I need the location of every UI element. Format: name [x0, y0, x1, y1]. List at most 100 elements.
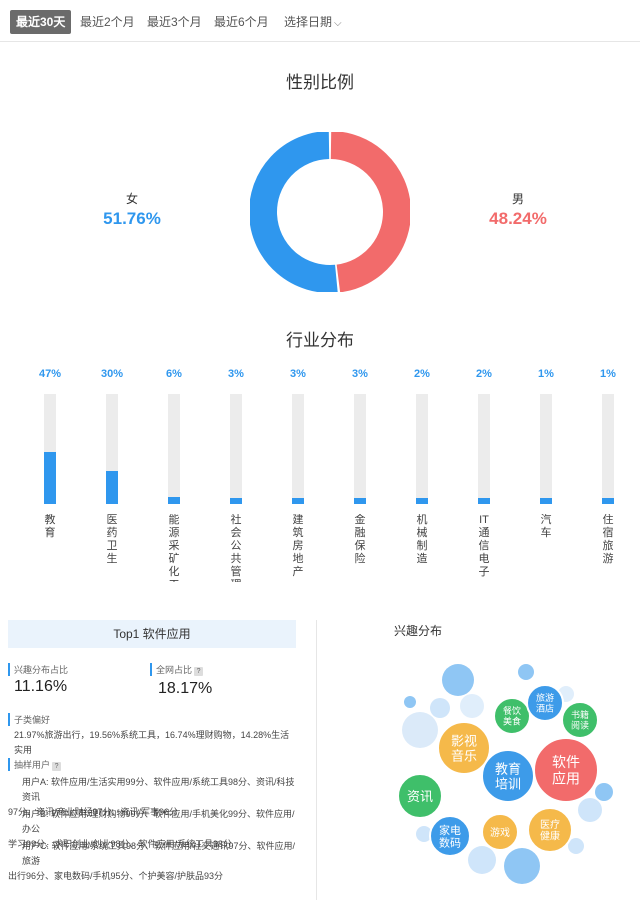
user-line: 用户B: 软件应用/理财购物99分、软件应用/手机美化99分、软件应用/办公: [22, 809, 295, 834]
industry-title: 行业分布: [286, 331, 354, 350]
interest-bubble-label: 音乐: [451, 748, 477, 764]
industry-bar-track: [106, 394, 118, 504]
decorative-bubble: [402, 712, 438, 748]
female-stat: 女 51.76%: [92, 190, 172, 229]
decorative-bubble: [568, 838, 584, 854]
industry-label: IT通信电子: [478, 514, 490, 578]
top-app-panel: Top1 软件应用 兴趣分布占比 11.16% 全网占比? 18.17% 子类偏…: [8, 620, 298, 900]
sub-pref-text: 21.97%旅游出行，19.56%系统工具，16.74%理财购物，14.28%生…: [14, 730, 290, 755]
decorative-bubble: [430, 698, 450, 718]
interest-bubble-label: 旅游: [536, 692, 554, 704]
user-line: 出行96分、家电数码/手机95分、个护美容/护肤品93分: [8, 871, 224, 881]
industry-pct: 3%: [352, 368, 368, 380]
industry-bar: [44, 452, 56, 504]
gender-title: 性别比例: [286, 73, 354, 92]
industry-label: 医药卫生: [106, 514, 118, 565]
interest-bubble-circle: [481, 749, 535, 803]
male-value: 48.24%: [489, 209, 547, 228]
interest-bubble-label: 美食: [503, 716, 521, 728]
help-icon[interactable]: ?: [194, 667, 204, 676]
interest-bubble-label: 软件: [552, 755, 580, 771]
industry-label: 金融保险: [354, 514, 366, 565]
male-stat: 男 48.24%: [478, 190, 558, 229]
female-value: 51.76%: [103, 209, 161, 228]
interest-bubble-label: 教育: [495, 761, 521, 777]
interest-bubble-circle: [397, 773, 443, 819]
industry-label: 汽车: [540, 514, 552, 539]
industry-pct: 1%: [600, 368, 616, 380]
industry-bar-track: [292, 394, 304, 504]
chevron-down-icon: ⌵: [334, 18, 342, 29]
interest-bubble-label: 家电: [439, 823, 461, 837]
interest-bubble: 家电数码: [429, 815, 471, 857]
interest-bubble-label: 影视: [451, 734, 477, 749]
tab-last-30-days[interactable]: 最近30天: [10, 10, 72, 34]
user-line: 用户C: 软件应用/系统工具98分、软件应用/社交通讯97分、软件应用/旅游: [22, 841, 296, 866]
interest-bubble-label: 健康: [540, 830, 560, 843]
tab-last-2-months[interactable]: 最近2个月: [80, 15, 135, 29]
top-app-header: Top1 软件应用: [8, 620, 296, 648]
industry-bar: [478, 498, 490, 504]
industry-bar-track: [230, 394, 242, 504]
interest-bubble-circle: [481, 813, 519, 851]
interest-bubble-label: 培训: [495, 776, 521, 792]
female-slice: [250, 132, 338, 292]
decorative-bubble: [460, 694, 484, 718]
date-range-tabs: 最近30天 最近2个月 最近3个月 最近6个月 选择日期 ⌵: [0, 0, 640, 42]
industry-label: 能源采矿化工: [168, 514, 180, 582]
industry-pct: 47%: [38, 368, 62, 380]
tab-select-date[interactable]: 选择日期 ⌵: [284, 10, 342, 34]
interest-bubble-label: 医疗: [540, 818, 560, 831]
network-share-value: 18.17%: [158, 680, 213, 697]
sample-user-a: 用户A: 软件应用/生活实用99分、软件应用/系统工具98分、资讯/科技资讯 9…: [8, 775, 298, 820]
male-slice: [330, 132, 410, 292]
interest-bubble-circle: [493, 697, 531, 735]
interest-bubble: 游戏: [481, 813, 519, 851]
sample-user-c: 用户C: 软件应用/系统工具98分、软件应用/社交通讯97分、软件应用/旅游 出…: [8, 839, 298, 884]
industry-label: 社会公共管理: [230, 514, 242, 582]
interest-bubble-label: 酒店: [536, 703, 554, 715]
industry-bar: [292, 498, 304, 504]
interest-title: 兴趣分布: [393, 624, 442, 638]
tab-last-6-months[interactable]: 最近6个月: [214, 15, 269, 29]
industry-pct: 3%: [228, 368, 244, 380]
industry-label: 机械制造: [416, 514, 428, 565]
interest-bubble-circle: [527, 807, 573, 853]
tab-last-3-months[interactable]: 最近3个月: [147, 15, 202, 29]
panel-divider: [316, 620, 317, 900]
industry-pct: 6%: [166, 368, 182, 380]
industry-pct: 2%: [476, 368, 492, 380]
decorative-bubble: [595, 783, 613, 801]
industry-bar-track: [478, 394, 490, 504]
industry-bar: [106, 471, 118, 504]
user-line: 用户A: 软件应用/生活实用99分、软件应用/系统工具98分、资讯/科技资讯: [22, 777, 295, 802]
sample-user-b: 用户B: 软件应用/理财购物99分、软件应用/手机美化99分、软件应用/办公 学…: [8, 807, 298, 852]
interest-bubble-circle: [561, 701, 599, 739]
industry-pct: 1%: [538, 368, 554, 380]
industry-pct: 30%: [100, 368, 124, 380]
decorative-bubble: [468, 846, 496, 874]
industry-bar: [540, 498, 552, 504]
industry-bar-track: [168, 394, 180, 504]
interest-bubble-label: 应用: [552, 770, 580, 787]
decorative-bubble: [504, 848, 540, 884]
industry-bar: [354, 498, 366, 504]
decorative-bubble: [416, 826, 432, 842]
interest-bubble-label: 餐饮: [503, 705, 521, 717]
decorative-bubble: [404, 696, 416, 708]
industry-bar-track: [44, 394, 56, 504]
female-label: 女: [125, 192, 138, 206]
industry-label: 教育: [44, 514, 56, 539]
industry-bar: [602, 498, 614, 504]
help-icon[interactable]: ?: [52, 762, 62, 771]
select-date-label: 选择日期: [284, 15, 333, 29]
interest-bubble-label: 书籍: [571, 709, 589, 721]
interest-share-label: 兴趣分布占比: [8, 663, 68, 676]
interest-bubble-circle: [429, 815, 471, 857]
